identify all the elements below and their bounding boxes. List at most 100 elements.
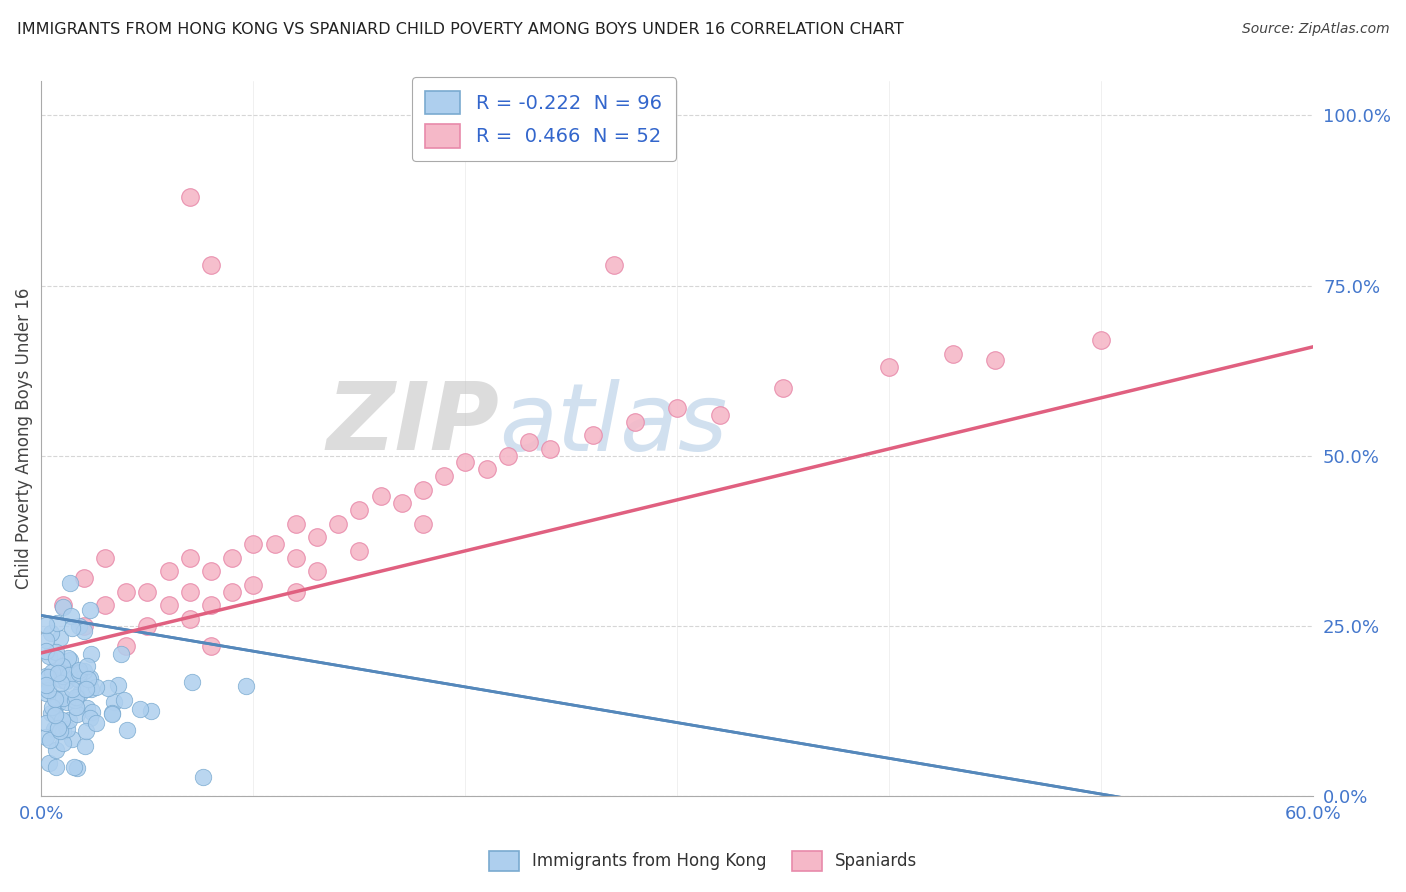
Point (39, 706, 62, 721)
Point (46, 665, 69, 680)
Point (34, 716, 56, 731)
Point (60, 609, 83, 624)
Point (38, 649, 60, 664)
Point (63, 692, 86, 706)
Text: atlas: atlas (499, 379, 727, 470)
Point (391, 496, 413, 510)
Point (77, 672, 100, 686)
Text: IMMIGRANTS FROM HONG KONG VS SPANIARD CHILD POVERTY AMONG BOYS UNDER 16 CORRELAT: IMMIGRANTS FROM HONG KONG VS SPANIARD CH… (17, 22, 904, 37)
Point (44, 707, 66, 722)
Point (200, 639, 222, 653)
Point (73, 624, 96, 638)
Point (76, 700, 98, 714)
Point (942, 346, 965, 360)
Point (242, 537, 264, 551)
Point (349, 544, 371, 558)
Point (110, 647, 132, 661)
Point (129, 701, 152, 715)
Point (200, 599, 222, 613)
Point (86, 681, 108, 695)
Point (538, 442, 561, 456)
Point (284, 584, 307, 599)
Point (107, 678, 129, 692)
Point (179, 190, 201, 204)
Point (34, 677, 56, 691)
Point (46, 722, 69, 736)
Point (59, 653, 82, 667)
Point (157, 564, 180, 578)
Point (370, 490, 392, 504)
Point (35, 643, 58, 657)
Point (79, 681, 101, 696)
Point (55, 722, 77, 736)
Point (51, 599, 73, 613)
Point (51, 691, 73, 706)
Point (624, 415, 647, 429)
Point (157, 599, 180, 613)
Point (242, 578, 264, 592)
Point (179, 584, 201, 599)
Point (1090, 333, 1112, 347)
Point (79, 710, 101, 724)
Point (44, 722, 66, 736)
Point (496, 449, 519, 463)
Point (72, 664, 94, 678)
Point (38, 733, 60, 747)
Point (49, 723, 72, 738)
Point (200, 258, 222, 272)
Point (181, 674, 204, 689)
Point (305, 564, 328, 578)
Point (56, 695, 79, 709)
Point (305, 530, 328, 544)
Point (49, 631, 72, 645)
Point (60, 732, 83, 747)
Point (65, 706, 87, 721)
Point (67, 663, 90, 677)
Point (200, 564, 222, 578)
Point (39, 625, 62, 640)
Point (45, 645, 67, 659)
Point (34, 668, 56, 682)
Point (65, 690, 87, 704)
Point (179, 550, 201, 565)
Point (581, 428, 603, 442)
Point (772, 381, 794, 395)
Point (58, 668, 80, 682)
Point (79, 603, 101, 617)
Point (44, 692, 66, 706)
Point (984, 353, 1007, 368)
Point (45, 760, 67, 774)
Point (51, 659, 73, 673)
Point (75, 739, 97, 753)
Point (666, 401, 689, 415)
Point (44, 707, 66, 722)
Point (263, 537, 285, 551)
Point (66, 672, 89, 686)
Point (80, 647, 103, 661)
Point (179, 612, 201, 626)
Point (433, 469, 456, 483)
Point (75, 681, 97, 696)
Point (101, 706, 124, 720)
Point (412, 483, 434, 497)
Point (52, 669, 75, 683)
Point (45, 743, 67, 757)
Point (97, 681, 120, 696)
Point (62, 760, 84, 774)
Point (66, 761, 89, 775)
Point (65, 700, 87, 714)
Point (67, 666, 90, 681)
Point (454, 455, 477, 469)
Point (82, 705, 104, 719)
Point (51, 599, 73, 614)
Point (136, 584, 159, 599)
Point (67, 619, 90, 633)
Point (73, 618, 96, 632)
Point (55, 673, 77, 688)
Point (94, 550, 117, 565)
Point (79, 672, 101, 686)
Point (48, 696, 70, 710)
Point (284, 550, 307, 565)
Point (349, 503, 371, 517)
Text: ZIP: ZIP (326, 378, 499, 470)
